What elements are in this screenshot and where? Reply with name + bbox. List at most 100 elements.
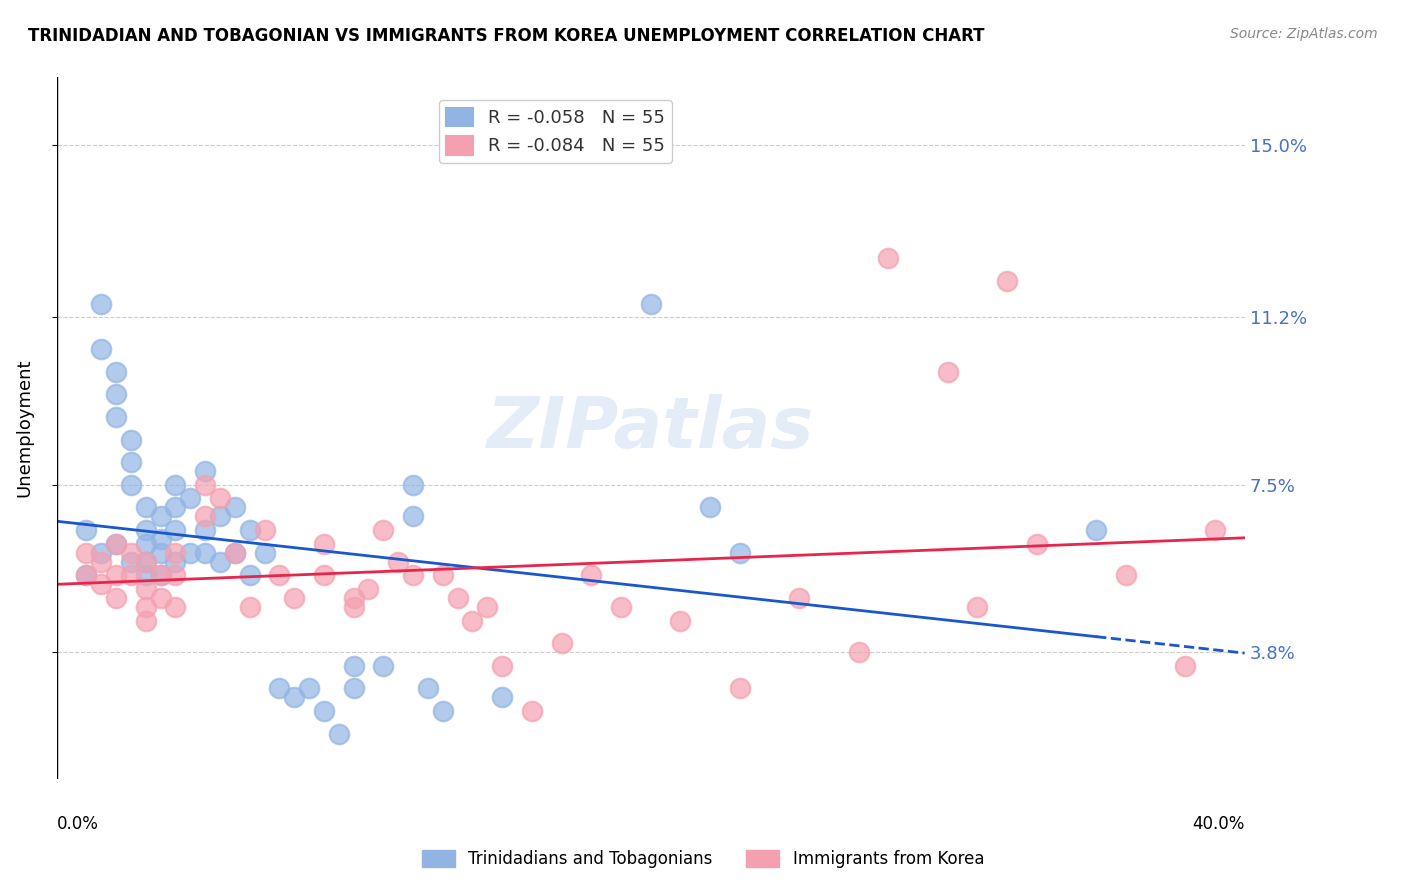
Point: [669, 614, 692, 628]
Point: [105, 387, 128, 401]
Point: [135, 582, 157, 596]
Point: [165, 555, 187, 569]
Point: [1204, 523, 1226, 537]
Point: [165, 500, 187, 515]
Point: [848, 645, 870, 659]
Point: [194, 509, 217, 524]
Point: [550, 636, 572, 650]
Point: [90, 546, 112, 560]
Point: [135, 568, 157, 582]
Point: [491, 690, 513, 705]
Point: [120, 568, 142, 582]
Point: [728, 546, 751, 560]
Point: [90, 342, 112, 356]
Point: [75, 546, 97, 560]
Text: 0.0%: 0.0%: [56, 815, 98, 833]
Point: [105, 568, 128, 582]
Point: [343, 591, 366, 605]
Point: [149, 532, 172, 546]
Point: [208, 555, 231, 569]
Point: [312, 704, 335, 718]
Point: [165, 477, 187, 491]
Point: [1025, 536, 1047, 550]
Point: [402, 477, 425, 491]
Point: [135, 523, 157, 537]
Point: [877, 252, 900, 266]
Point: [787, 591, 810, 605]
Point: [343, 599, 366, 614]
Y-axis label: Unemployment: Unemployment: [15, 359, 32, 498]
Point: [149, 568, 172, 582]
Point: [165, 523, 187, 537]
Point: [224, 500, 246, 515]
Point: [179, 491, 201, 506]
Point: [120, 546, 142, 560]
Point: [135, 555, 157, 569]
Point: [491, 658, 513, 673]
Point: [135, 614, 157, 628]
Point: [432, 704, 454, 718]
Point: [312, 568, 335, 582]
Point: [610, 599, 633, 614]
Point: [446, 591, 468, 605]
Text: ZIPatlas: ZIPatlas: [486, 393, 814, 463]
Point: [283, 690, 305, 705]
Point: [224, 546, 246, 560]
Point: [995, 274, 1018, 288]
Point: [253, 523, 276, 537]
Point: [416, 681, 439, 696]
Point: [1115, 568, 1137, 582]
Point: [120, 477, 142, 491]
Point: [135, 555, 157, 569]
Point: [75, 568, 97, 582]
Point: [194, 477, 217, 491]
Point: [402, 509, 425, 524]
Point: [402, 568, 425, 582]
Point: [194, 546, 217, 560]
Point: [1085, 523, 1108, 537]
Point: [432, 568, 454, 582]
Point: [224, 546, 246, 560]
Point: [105, 365, 128, 379]
Point: [253, 546, 276, 560]
Point: [239, 523, 262, 537]
Point: [581, 568, 603, 582]
Point: [105, 536, 128, 550]
Text: TRINIDADIAN AND TOBAGONIAN VS IMMIGRANTS FROM KOREA UNEMPLOYMENT CORRELATION CHA: TRINIDADIAN AND TOBAGONIAN VS IMMIGRANTS…: [28, 27, 984, 45]
Point: [120, 555, 142, 569]
Point: [149, 546, 172, 560]
Point: [728, 681, 751, 696]
Text: Source: ZipAtlas.com: Source: ZipAtlas.com: [1230, 27, 1378, 41]
Point: [1174, 658, 1197, 673]
Point: [120, 433, 142, 447]
Point: [75, 568, 97, 582]
Point: [149, 509, 172, 524]
Point: [343, 681, 366, 696]
Point: [194, 464, 217, 478]
Point: [105, 409, 128, 424]
Point: [699, 500, 721, 515]
Legend: R = -0.058   N = 55, R = -0.084   N = 55: R = -0.058 N = 55, R = -0.084 N = 55: [439, 101, 672, 162]
Point: [239, 599, 262, 614]
Point: [640, 297, 662, 311]
Point: [135, 536, 157, 550]
Point: [105, 536, 128, 550]
Point: [373, 523, 395, 537]
Point: [135, 599, 157, 614]
Point: [165, 546, 187, 560]
Point: [283, 591, 305, 605]
Point: [966, 599, 988, 614]
Point: [90, 555, 112, 569]
Point: [269, 681, 291, 696]
Point: [179, 546, 201, 560]
Point: [477, 599, 499, 614]
Point: [208, 509, 231, 524]
Point: [936, 365, 959, 379]
Text: 40.0%: 40.0%: [1192, 815, 1244, 833]
Point: [239, 568, 262, 582]
Point: [373, 658, 395, 673]
Point: [328, 727, 350, 741]
Point: [269, 568, 291, 582]
Point: [194, 523, 217, 537]
Point: [343, 658, 366, 673]
